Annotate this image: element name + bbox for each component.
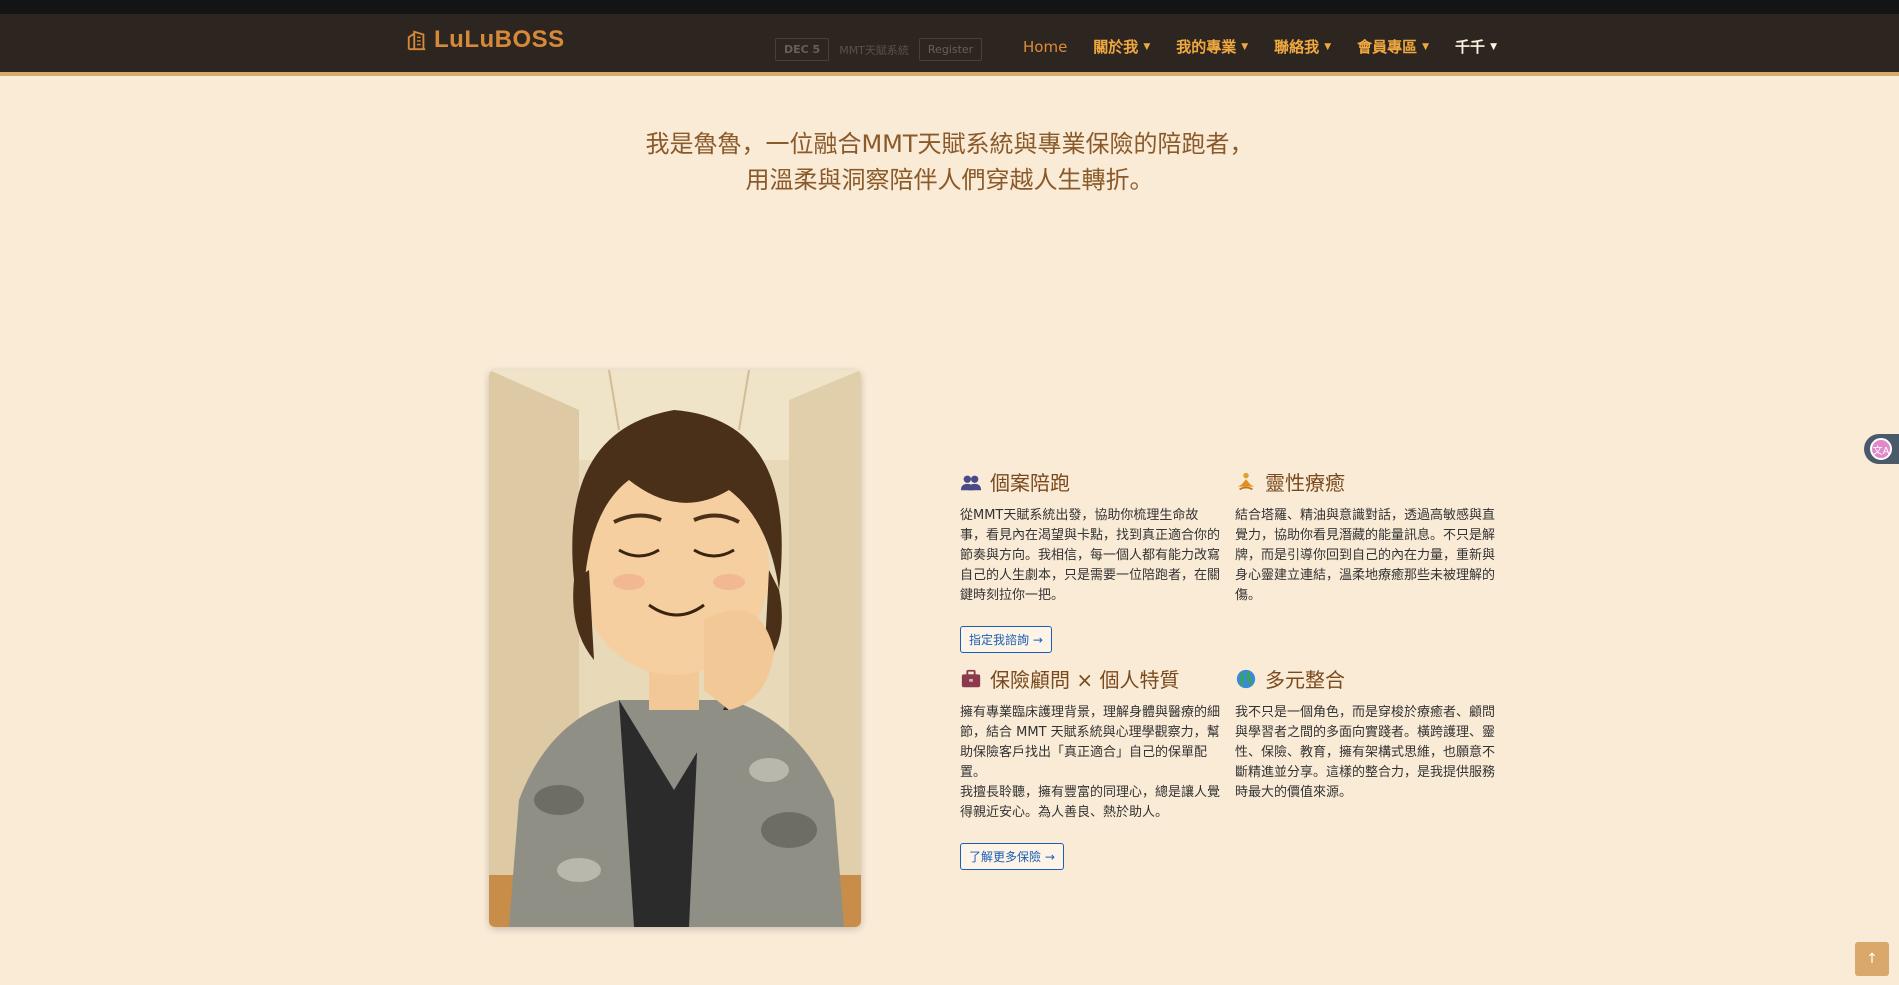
side-floating-widget[interactable]: 文A <box>1864 434 1899 464</box>
card-description: 擁有專業臨床護理背景，理解身體與醫療的細節，結合 MMT 天賦系統與心理學觀察力… <box>960 705 1221 820</box>
nav-user-menu[interactable]: 千千 ▼ <box>1442 28 1510 65</box>
ghost-event-title: MMT天賦系統 <box>839 43 909 57</box>
intro-line-1: 我是魯魯，一位融合MMT天賦系統與專業保險的陪跑者， <box>645 130 1254 158</box>
translate-icon: 文A <box>1870 438 1892 460</box>
top-strip <box>0 0 1899 14</box>
nav-members[interactable]: 會員專區 ▼ <box>1344 28 1442 65</box>
intro-statement: 我是魯魯，一位融合MMT天賦系統與專業保險的陪跑者， 用溫柔與洞察陪伴人們穿越人… <box>0 126 1899 198</box>
card-description: 從MMT天賦系統出發，協助你梳理生命故事，看見內在渴望與卡點，找到真正適合你的節… <box>960 508 1221 603</box>
navbar: DEC 5 MMT天賦系統 Register LuLuBOSS Home 關於我… <box>0 14 1899 76</box>
nav-about-label: 關於我 <box>1093 38 1139 56</box>
card-title: 保險顧問 × 個人特質 <box>960 664 1220 693</box>
portrait-image <box>489 370 861 927</box>
brand-name: LuLuBOSS <box>434 26 565 53</box>
card-title-text: 保險顧問 × 個人特質 <box>990 668 1180 692</box>
nav-home[interactable]: Home <box>1010 30 1080 64</box>
nav-expertise-label: 我的專業 <box>1176 38 1237 56</box>
caret-down-icon: ▼ <box>1490 41 1497 52</box>
meditation-icon <box>1237 472 1255 490</box>
nav-members-label: 會員專區 <box>1357 38 1418 56</box>
chevron-down-icon: ▼ <box>1143 41 1151 52</box>
nav-contact[interactable]: 聯絡我 ▼ <box>1261 28 1344 65</box>
intro-line-2: 用溫柔與洞察陪伴人們穿越人生轉折。 <box>745 166 1154 194</box>
chevron-down-icon: ▼ <box>1422 41 1430 52</box>
chevron-down-icon: ▼ <box>1324 41 1332 52</box>
service-card-insurance: 保險顧問 × 個人特質 擁有專業臨床護理背景，理解身體與醫療的細節，結合 MMT… <box>960 664 1220 870</box>
back-to-top-button[interactable]: ↑ <box>1855 942 1889 976</box>
consult-me-button[interactable]: 指定我諮詢 → <box>960 626 1052 653</box>
briefcase-icon <box>961 669 981 687</box>
chevron-down-icon: ▼ <box>1241 41 1249 52</box>
main-nav: Home 關於我 ▼ 我的專業 ▼ 聯絡我 ▼ 會員專區 ▼ 千千 ▼ <box>1010 28 1510 65</box>
ghost-event-register: Register <box>918 38 983 61</box>
people-icon <box>960 475 982 490</box>
ghost-event: DEC 5 MMT天賦系統 Register <box>775 38 983 61</box>
service-card-integration: 多元整合 我不只是一個角色，而是穿梭於療癒者、顧問與學習者之間的多面向實踐者。橫… <box>1235 664 1495 803</box>
service-card-healing: 靈性療癒 結合塔羅、精油與意識對話，透過高敏感與直覺力，協助你看見潛藏的能量訊息… <box>1235 467 1495 606</box>
arrow-up-icon: ↑ <box>1866 951 1878 967</box>
service-card-coaching: 個案陪跑 從MMT天賦系統出發，協助你梳理生命故事，看見內在渴望與卡點，找到真正… <box>960 467 1220 653</box>
card-title-text: 個案陪跑 <box>990 471 1070 495</box>
nav-user-label: 千千 <box>1455 38 1486 56</box>
nav-expertise[interactable]: 我的專業 ▼ <box>1163 28 1261 65</box>
portrait-illustration <box>489 370 861 927</box>
card-title-text: 多元整合 <box>1265 668 1345 692</box>
card-title: 多元整合 <box>1235 664 1495 693</box>
nav-home-label: Home <box>1023 37 1068 56</box>
card-title-text: 靈性療癒 <box>1265 471 1345 495</box>
globe-icon <box>1236 669 1256 688</box>
ghost-event-date: DEC 5 <box>775 38 830 61</box>
nav-contact-label: 聯絡我 <box>1274 38 1320 56</box>
nav-about[interactable]: 關於我 ▼ <box>1080 28 1163 65</box>
card-title: 靈性療癒 <box>1235 467 1495 496</box>
building-icon <box>407 30 426 51</box>
brand-logo[interactable]: LuLuBOSS <box>406 26 565 54</box>
card-description: 結合塔羅、精油與意識對話，透過高敏感與直覺力，協助你看見潛藏的能量訊息。不只是解… <box>1235 508 1496 603</box>
learn-more-insurance-button[interactable]: 了解更多保險 → <box>960 843 1064 870</box>
card-title: 個案陪跑 <box>960 467 1220 496</box>
card-description: 我不只是一個角色，而是穿梭於療癒者、顧問與學習者之間的多面向實踐者。橫跨護理、靈… <box>1235 705 1496 800</box>
